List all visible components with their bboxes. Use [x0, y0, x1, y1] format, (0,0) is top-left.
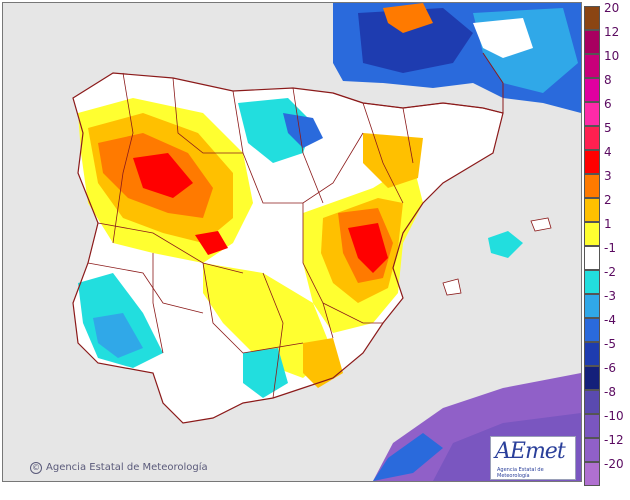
legend-swatch — [584, 318, 600, 342]
center-yellow — [203, 263, 333, 378]
aemet-logo: AEmet Agencia Estatal de Meteorología — [490, 436, 576, 480]
legend-label: 12 — [604, 25, 620, 39]
legend-swatch — [584, 414, 600, 438]
center-red — [195, 231, 228, 255]
legend-label: -6 — [604, 361, 616, 375]
north-blue — [283, 113, 323, 148]
north-cyan — [238, 98, 313, 163]
legend-label: 20 — [604, 1, 620, 15]
east-red — [348, 223, 388, 273]
legend-label: 3 — [604, 169, 612, 183]
temperature-anomaly-map — [2, 2, 582, 482]
map-canvas — [3, 3, 581, 481]
legend-swatch — [584, 366, 600, 390]
legend-swatch — [584, 102, 600, 126]
france-warm-patch — [383, 3, 433, 33]
logo-subtitle: Agencia Estatal de Meteorología — [497, 467, 544, 479]
france-cold-core — [358, 8, 473, 73]
legend-label: -8 — [604, 385, 616, 399]
copyright-text: Agencia Estatal de Meteorología — [46, 462, 208, 473]
legend-label: -1 — [604, 241, 616, 255]
logo-text: AEmet — [495, 439, 566, 464]
france-border — [332, 52, 504, 114]
legend-swatch — [584, 270, 600, 294]
legend-swatch — [584, 222, 600, 246]
legend-swatch — [584, 342, 600, 366]
legend-label: 5 — [604, 121, 612, 135]
south-cyan — [243, 348, 288, 398]
legend-label: 1 — [604, 217, 612, 231]
legend-label: 4 — [604, 145, 612, 159]
copyright-icon: © — [30, 462, 42, 474]
france-white-patch — [473, 18, 533, 58]
legend-swatch — [584, 30, 600, 54]
temperature-legend: 20 12 10 8 6 5 4 3 2 1 -1 -2 -3 -4 -5 -6 -8 -10 -12 -20 — [584, 2, 630, 486]
legend-label: 6 — [604, 97, 612, 111]
legend-swatch — [584, 150, 600, 174]
legend-swatch — [584, 54, 600, 78]
balearic-ibiza — [442, 278, 462, 296]
legend-label: 10 — [604, 49, 620, 63]
south-gold — [303, 338, 343, 388]
legend-label: -5 — [604, 337, 616, 351]
legend-swatch — [584, 246, 600, 270]
nw-red — [133, 153, 193, 198]
regional-boundaries — [87, 72, 414, 399]
legend-swatch — [584, 78, 600, 102]
balearic-menorca — [530, 217, 552, 232]
legend-swatch — [584, 438, 600, 462]
copyright-notice: © Agencia Estatal de Meteorología — [30, 462, 208, 474]
southwest-blue — [93, 313, 143, 358]
legend-swatch — [584, 390, 600, 414]
north-africa-coast — [373, 433, 443, 481]
legend-label: -20 — [604, 457, 624, 471]
legend-swatch — [584, 294, 600, 318]
legend-swatch — [584, 174, 600, 198]
legend-label: 2 — [604, 193, 612, 207]
legend-swatch — [584, 6, 600, 30]
legend-label: -3 — [604, 289, 616, 303]
legend-label: -2 — [604, 265, 616, 279]
legend-swatch — [584, 198, 600, 222]
balearic-mallorca — [488, 231, 523, 258]
legend-swatch — [584, 126, 600, 150]
legend-label: -4 — [604, 313, 616, 327]
legend-label: 8 — [604, 73, 612, 87]
legend-label: -10 — [604, 409, 624, 423]
legend-swatch — [584, 462, 600, 486]
legend-label: -12 — [604, 433, 624, 447]
